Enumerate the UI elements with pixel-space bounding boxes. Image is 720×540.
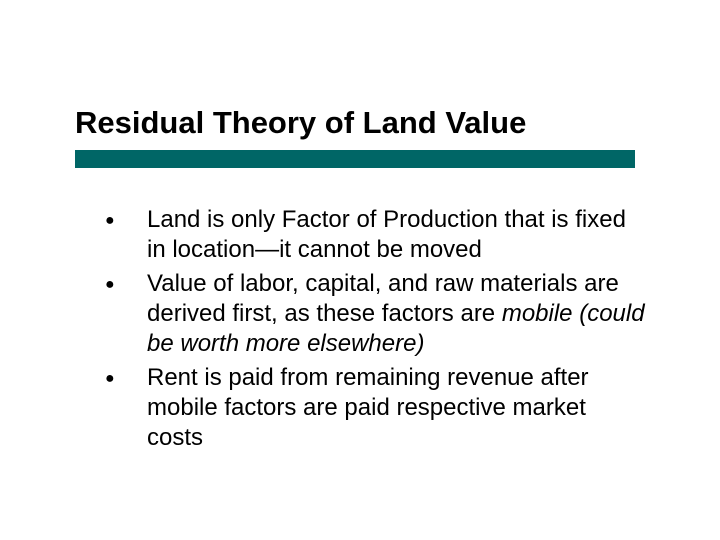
bullet-text: Value of labor, capital, and raw materia… <box>147 269 645 359</box>
bullet-icon: ● <box>105 270 115 300</box>
slide: Residual Theory of Land Value ● Land is … <box>0 0 720 540</box>
list-item: ● Land is only Factor of Production that… <box>105 205 645 265</box>
list-item: ● Rent is paid from remaining revenue af… <box>105 363 645 453</box>
bullet-text: Land is only Factor of Production that i… <box>147 205 645 265</box>
bullet-icon: ● <box>105 206 115 236</box>
title-underline <box>75 150 635 168</box>
slide-title: Residual Theory of Land Value <box>75 105 526 141</box>
slide-body: ● Land is only Factor of Production that… <box>105 205 645 457</box>
list-item: ● Value of labor, capital, and raw mater… <box>105 269 645 359</box>
bullet-icon: ● <box>105 364 115 394</box>
bullet-text: Rent is paid from remaining revenue afte… <box>147 363 645 453</box>
